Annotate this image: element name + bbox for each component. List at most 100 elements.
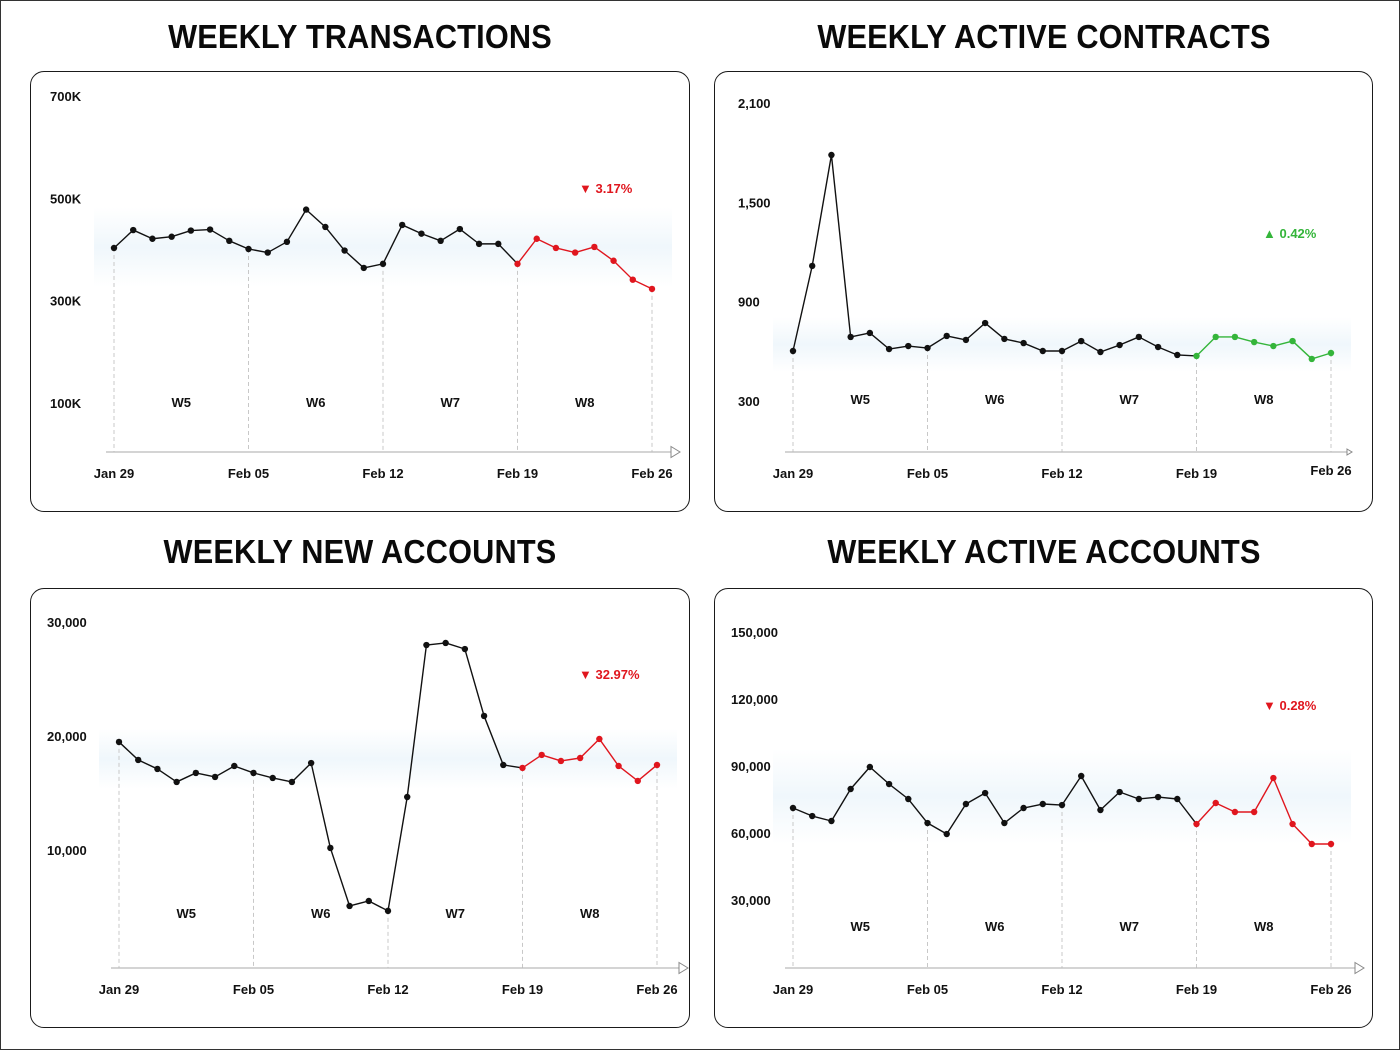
- data-point: [1308, 355, 1315, 363]
- change-percent: 0.28%: [1279, 698, 1316, 713]
- y-tick-label: 2,100: [738, 96, 771, 111]
- chart-active-contracts: 2,100 1,500 900 300 Jan 29 Feb 05 Feb 12 Feb 19…: [738, 96, 1353, 481]
- data-point: [615, 762, 622, 770]
- data-point: [1078, 337, 1085, 345]
- arrow-down-icon: ▼: [579, 181, 595, 196]
- data-point: [981, 789, 989, 797]
- glow-band: [94, 207, 672, 287]
- data-point: [211, 773, 219, 781]
- week-label: W5: [851, 392, 871, 407]
- change-label: ▼ 0.28%: [1263, 698, 1317, 713]
- data-point: [475, 240, 483, 248]
- series-line-highlight: [1196, 336, 1332, 360]
- data-point: [495, 240, 502, 248]
- data-point: [557, 757, 565, 765]
- data-point: [866, 329, 874, 337]
- data-point: [943, 332, 950, 340]
- data-point: [905, 342, 912, 350]
- data-point: [1039, 800, 1046, 808]
- y-tick-label: 300: [738, 394, 760, 409]
- data-point: [1058, 347, 1066, 355]
- data-point: [885, 780, 893, 788]
- y-tick-label: 90,000: [731, 759, 771, 774]
- y-tick-label: 30,000: [731, 893, 771, 908]
- change-percent: 32.97%: [595, 667, 640, 682]
- data-point: [905, 795, 912, 803]
- data-point: [1289, 337, 1296, 345]
- change-label: ▼ 3.17%: [579, 181, 633, 196]
- data-point: [885, 345, 893, 353]
- data-point: [1289, 820, 1296, 828]
- series-line-highlight: [1195, 777, 1331, 845]
- data-point: [789, 804, 797, 812]
- x-tick-label: Feb 19: [1176, 466, 1217, 481]
- arrow-down-icon: ▼: [579, 667, 595, 682]
- week-label: W5: [172, 395, 192, 410]
- data-point: [981, 319, 989, 327]
- data-point: [847, 785, 854, 793]
- chart-card-active-contracts: 2,100 1,500 900 300 Jan 29 Feb 05 Feb 12 Feb 19…: [714, 71, 1373, 512]
- series-line: [792, 766, 1198, 835]
- data-point: [135, 756, 142, 764]
- data-point: [1154, 343, 1162, 351]
- data-point: [629, 276, 636, 283]
- week-label: W6: [311, 906, 331, 921]
- data-point: [418, 230, 425, 237]
- change-percent: 3.17%: [595, 181, 632, 196]
- data-point: [302, 206, 310, 213]
- x-tick-label: Jan 29: [773, 982, 813, 997]
- y-tick-label: 900: [738, 295, 760, 310]
- data-point: [634, 777, 641, 785]
- week-label: W7: [1120, 392, 1140, 407]
- data-point: [480, 712, 488, 720]
- data-point: [1250, 338, 1258, 346]
- data-point: [1174, 795, 1181, 803]
- x-tick-label: Feb 05: [907, 466, 948, 481]
- data-point: [115, 738, 123, 746]
- data-point: [1193, 820, 1200, 828]
- x-axis-arrow-icon: [1346, 448, 1353, 456]
- x-tick-label: Feb 05: [228, 466, 269, 481]
- x-tick-label: Feb 12: [1041, 466, 1082, 481]
- week-label: W6: [306, 395, 326, 410]
- x-tick-label: Feb 19: [502, 982, 543, 997]
- x-tick-label: Feb 19: [1176, 982, 1217, 997]
- data-point: [1270, 774, 1277, 782]
- series-line-highlight: [522, 738, 658, 782]
- data-point: [231, 762, 238, 770]
- data-point: [1327, 840, 1335, 848]
- chart-card-transactions: 700K 500K 300K 100K Jan 29 Feb 05 Feb 12 Feb 19…: [30, 71, 690, 512]
- data-point: [591, 243, 598, 251]
- x-tick-label: Jan 29: [94, 466, 134, 481]
- arrow-down-icon: ▼: [1263, 698, 1279, 713]
- data-point: [341, 247, 348, 254]
- data-point: [283, 238, 291, 246]
- data-point: [154, 765, 161, 773]
- data-point: [1327, 349, 1335, 357]
- y-tick-label: 150,000: [731, 625, 778, 640]
- week-label: W7: [441, 395, 461, 410]
- data-point: [461, 645, 469, 653]
- data-point: [456, 225, 464, 233]
- chart-transactions: 700K 500K 300K 100K Jan 29 Feb 05 Feb 12 Feb 19…: [50, 89, 681, 481]
- data-point: [288, 778, 296, 786]
- data-point: [245, 245, 252, 253]
- week-label: W5: [177, 906, 197, 921]
- series-line: [792, 154, 1197, 357]
- series-line: [113, 208, 519, 269]
- x-tick-label: Feb 12: [1041, 982, 1082, 997]
- y-tick-label: 10,000: [47, 843, 87, 858]
- x-axis-arrow-icon: [678, 961, 689, 975]
- x-axis-arrow-icon: [670, 445, 681, 459]
- data-point: [1231, 808, 1239, 816]
- week-label: W8: [1254, 919, 1274, 934]
- data-point: [1135, 795, 1143, 803]
- data-point: [1212, 333, 1219, 341]
- x-tick-label: Feb 12: [362, 466, 403, 481]
- data-point: [360, 264, 367, 272]
- series-line: [118, 642, 523, 912]
- week-label: W7: [1120, 919, 1140, 934]
- data-point: [1001, 335, 1008, 343]
- data-point: [1116, 788, 1123, 796]
- data-point: [1135, 333, 1143, 341]
